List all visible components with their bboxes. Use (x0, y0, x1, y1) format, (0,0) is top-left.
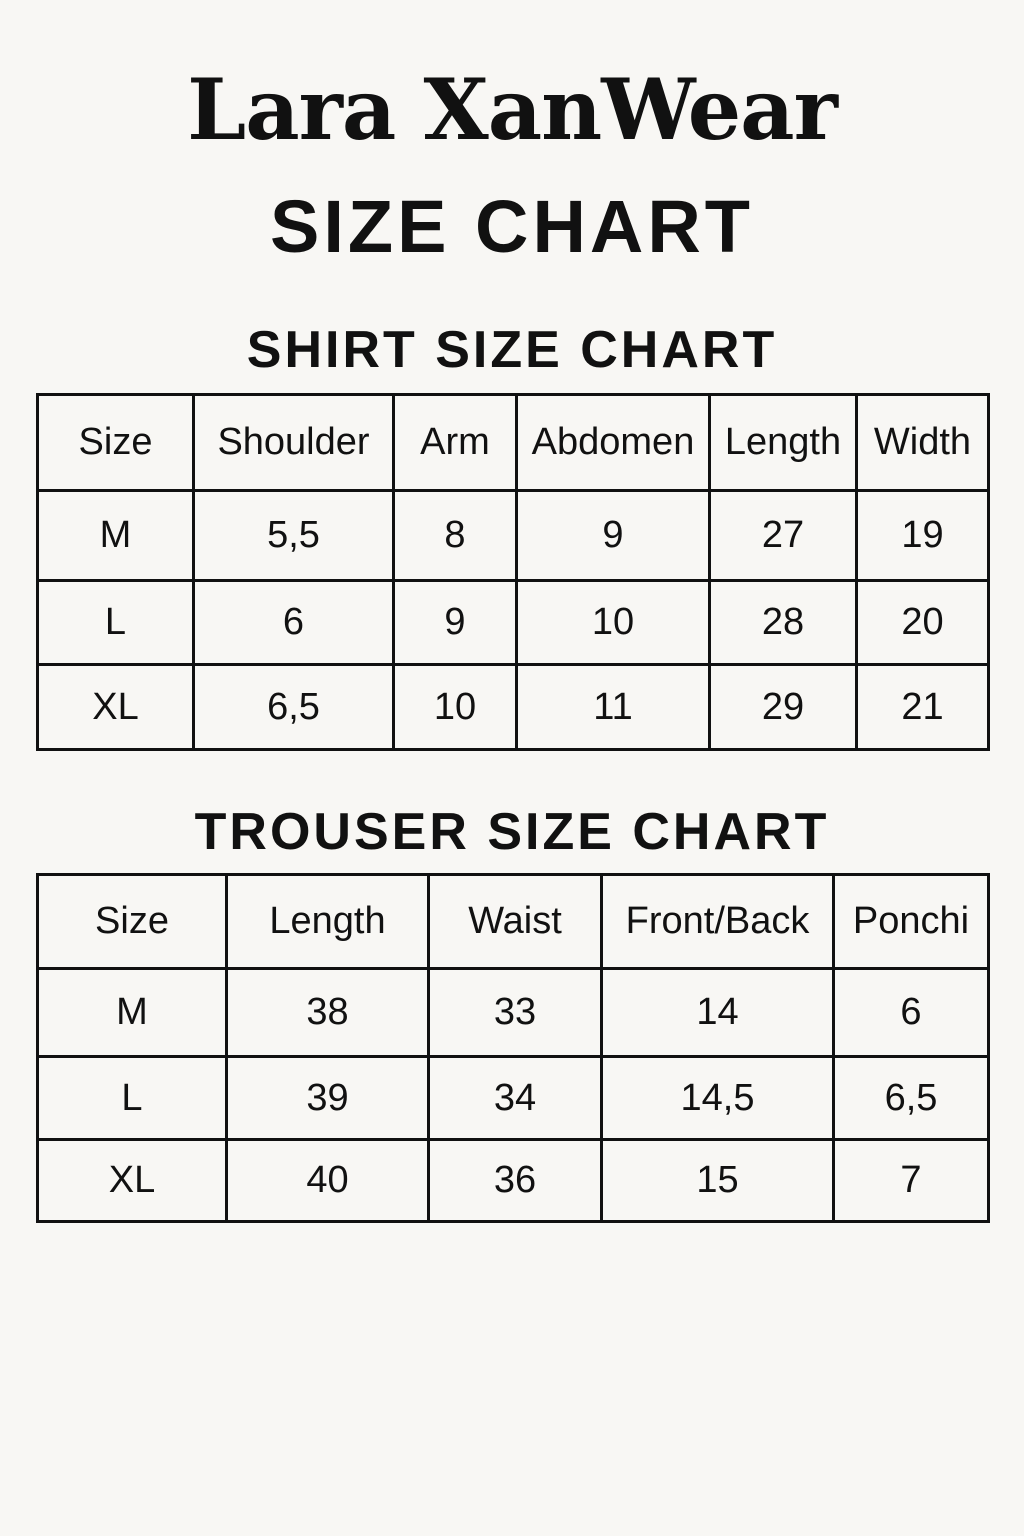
table-cell: 10 (515, 579, 711, 666)
column-header: Abdomen (515, 393, 711, 492)
table-cell: 15 (600, 1138, 835, 1223)
table-cell: 40 (225, 1138, 430, 1223)
page-title: SIZE CHART (270, 185, 754, 268)
header-row: Size Shoulder Arm Abdomen Length Width (36, 393, 990, 492)
table-cell: 9 (392, 579, 518, 666)
table-cell: L (36, 1055, 228, 1141)
table-cell: 5,5 (192, 489, 395, 582)
trouser-size-table: Size Length Waist Front/Back Ponchi M 38 33 14 6 L… (36, 873, 990, 1223)
trouser-section-title: TROUSER SIZE CHART (194, 803, 830, 861)
table-cell: 6,5 (192, 663, 395, 751)
table-cell: 19 (855, 489, 990, 582)
shirt-size-table: Size Shoulder Arm Abdomen Length Width M 5,5 8 9 2… (36, 393, 990, 751)
table-row: L 6 9 10 28 20 (36, 579, 990, 666)
shirt-section-title: SHIRT SIZE CHART (246, 321, 778, 379)
column-header: Front/Back (600, 873, 835, 970)
table-cell: 10 (392, 663, 518, 751)
table-cell: L (36, 579, 195, 666)
table-row: XL 40 36 15 7 (36, 1138, 990, 1223)
header-row: Size Length Waist Front/Back Ponchi (36, 873, 990, 970)
table-cell: 36 (427, 1138, 603, 1223)
table-row: L 39 34 14,5 6,5 (36, 1055, 990, 1141)
table-cell: 39 (225, 1055, 430, 1141)
column-header: Arm (392, 393, 518, 492)
column-header: Size (36, 873, 228, 970)
table-cell: 28 (708, 579, 858, 666)
column-header: Ponchi (832, 873, 990, 970)
table-cell: 6 (192, 579, 395, 666)
table-row: M 5,5 8 9 27 19 (36, 489, 990, 582)
column-header: Shoulder (192, 393, 395, 492)
column-header: Length (708, 393, 858, 492)
table-row: XL 6,5 10 11 29 21 (36, 663, 990, 751)
table-cell: M (36, 967, 228, 1058)
table-cell: 21 (855, 663, 990, 751)
table-cell: XL (36, 663, 195, 751)
table-cell: 34 (427, 1055, 603, 1141)
table-cell: 20 (855, 579, 990, 666)
table-cell: 9 (515, 489, 711, 582)
column-header: Waist (427, 873, 603, 970)
table-cell: 33 (427, 967, 603, 1058)
table-cell: XL (36, 1138, 228, 1223)
column-header: Length (225, 873, 430, 970)
table-cell: 29 (708, 663, 858, 751)
table-row: M 38 33 14 6 (36, 967, 990, 1058)
table-cell: M (36, 489, 195, 582)
table-cell: 27 (708, 489, 858, 582)
table-cell: 6 (832, 967, 990, 1058)
table-cell: 6,5 (832, 1055, 990, 1141)
table-cell: 14 (600, 967, 835, 1058)
table-cell: 8 (392, 489, 518, 582)
table-cell: 11 (515, 663, 711, 751)
table-cell: 38 (225, 967, 430, 1058)
column-header: Width (855, 393, 990, 492)
table-cell: 14,5 (600, 1055, 835, 1141)
brand-name: Lara XanWear (187, 60, 838, 159)
table-cell: 7 (832, 1138, 990, 1223)
column-header: Size (36, 393, 195, 492)
